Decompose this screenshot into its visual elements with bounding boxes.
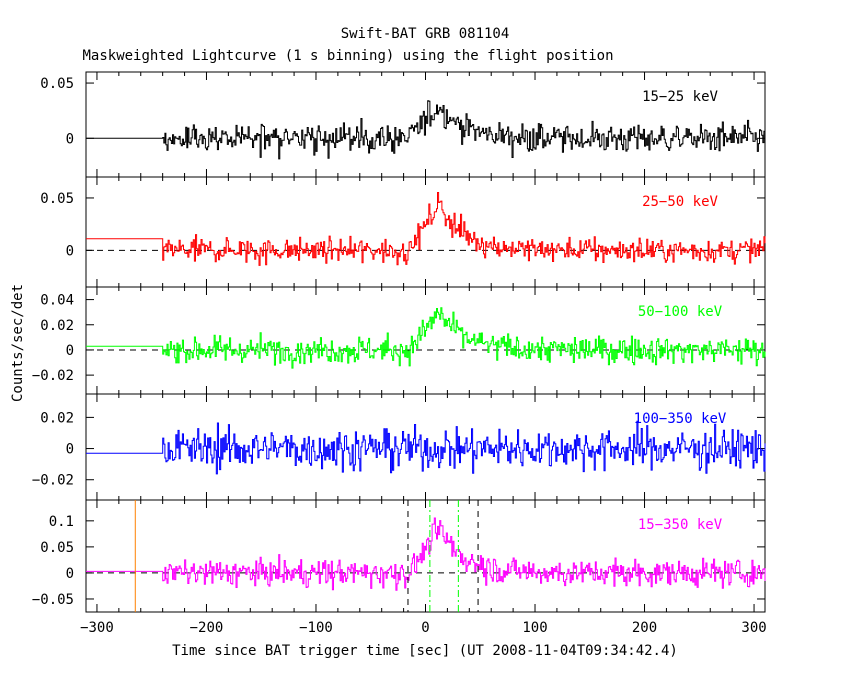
chart-subtitle: Maskweighted Lightcurve (1 s binning) us… xyxy=(82,48,613,64)
x-axis-label: Time since BAT trigger time [sec] (UT 20… xyxy=(172,643,678,659)
y-tick-label: −0.02 xyxy=(32,473,74,489)
y-tick-label: 0.02 xyxy=(40,318,74,334)
panels-group: 0 0.05 15−25 keV 0 0.05 25−50 keV −0.02 0 0.02 0.… xyxy=(32,71,767,636)
y-tick-label: 0.05 xyxy=(40,191,74,207)
series-line xyxy=(86,420,766,475)
x-tick-label: −200 xyxy=(190,620,224,636)
series-line xyxy=(86,517,766,591)
band-label: 50−100 keV xyxy=(638,304,723,320)
band-label: 15−350 keV xyxy=(638,517,723,533)
series-line xyxy=(86,307,766,369)
chart-title: Swift-BAT GRB 081104 xyxy=(341,26,510,42)
y-tick-label: 0.04 xyxy=(40,293,74,309)
panel-1: 0 0.05 15−25 keV xyxy=(40,71,766,178)
y-tick-label: 0.02 xyxy=(40,410,74,426)
y-axis-label: Counts/sec/det xyxy=(10,284,26,402)
series-line xyxy=(86,100,766,160)
x-tick-label: 300 xyxy=(741,620,766,636)
y-tick-label: 0 xyxy=(66,442,74,458)
band-label: 100−350 keV xyxy=(634,411,727,427)
panel-3: −0.02 0 0.02 0.04 50−100 keV xyxy=(32,286,766,395)
panel-2: 0 0.05 25−50 keV xyxy=(40,176,766,288)
y-tick-label: 0.1 xyxy=(49,514,74,530)
series-line xyxy=(86,192,766,266)
x-tick-label: 200 xyxy=(632,620,657,636)
y-tick-label: 0 xyxy=(66,243,74,259)
y-tick-label: 0 xyxy=(66,566,74,582)
band-label: 25−50 keV xyxy=(642,194,718,210)
panel-4: −0.02 0 0.02 100−350 keV xyxy=(32,393,766,501)
panel-5: −0.05 0 0.05 0.1 15−350 keV xyxy=(32,499,766,613)
y-tick-label: −0.02 xyxy=(32,368,74,384)
y-tick-label: 0.05 xyxy=(40,76,74,92)
x-tick-label: 0 xyxy=(421,620,429,636)
x-tick-label: 100 xyxy=(522,620,547,636)
band-label: 15−25 keV xyxy=(642,89,718,105)
y-tick-label: 0 xyxy=(66,343,74,359)
x-tick-label: −300 xyxy=(80,620,114,636)
y-tick-label: 0.05 xyxy=(40,540,74,556)
y-tick-label: 0 xyxy=(66,131,74,147)
x-tick-label: −100 xyxy=(299,620,333,636)
y-tick-label: −0.05 xyxy=(32,592,74,608)
